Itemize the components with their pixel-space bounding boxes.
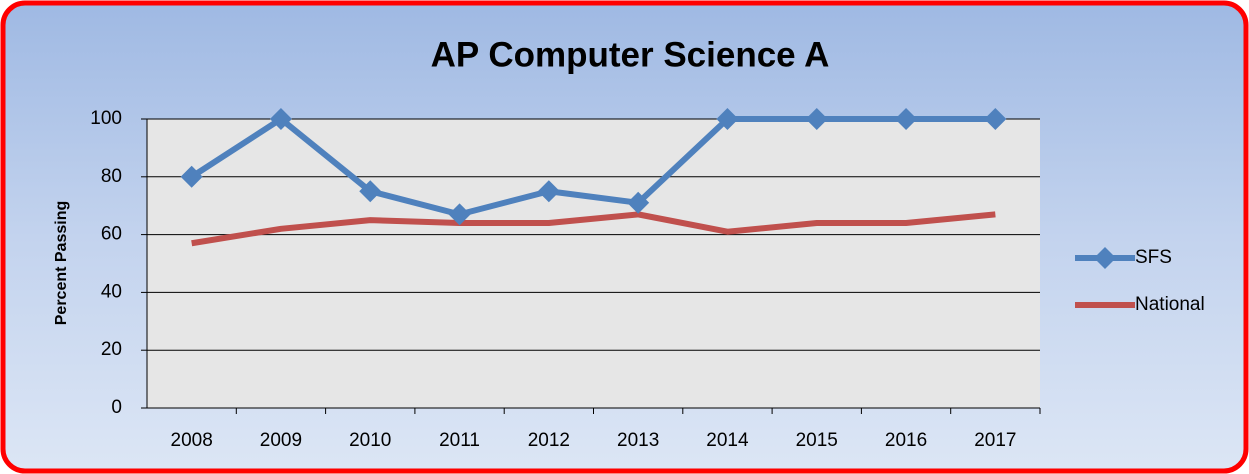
y-axis-label: Percent Passing [53,201,70,326]
marker [805,108,828,130]
marker [359,180,382,203]
marker [180,165,203,188]
y-tick-label: 20 [101,339,122,360]
y-tick-label: 0 [111,397,122,418]
y-tick-label: 100 [90,108,122,129]
x-tick-label: 2014 [706,430,749,451]
legend-marker [1094,247,1116,269]
x-tick-label: 2008 [171,430,213,451]
marker [448,203,471,226]
marker [984,108,1007,130]
x-tick-label: 2012 [528,430,570,451]
chart-title: AP Computer Science A [431,35,830,74]
marker [716,108,739,130]
x-tick-label: 2013 [617,430,659,451]
x-tick-label: 2017 [974,430,1016,451]
y-tick-label: 40 [101,281,122,302]
legend-label: National [1135,294,1205,315]
marker [895,108,918,130]
x-tick-label: 2010 [349,430,391,451]
y-tick-label: 60 [101,224,122,245]
plot-area [147,119,1040,408]
x-tick-label: 2011 [439,430,480,451]
series-line [190,116,996,218]
y-tick-label: 80 [101,166,122,187]
series-line [191,211,996,247]
x-tick-label: 2015 [796,430,838,451]
marker [537,180,560,203]
legend-label: SFS [1135,247,1172,268]
marker [627,191,650,214]
marker [269,108,292,130]
x-tick-label: 2016 [885,430,927,451]
x-tick-label: 2009 [260,430,302,451]
